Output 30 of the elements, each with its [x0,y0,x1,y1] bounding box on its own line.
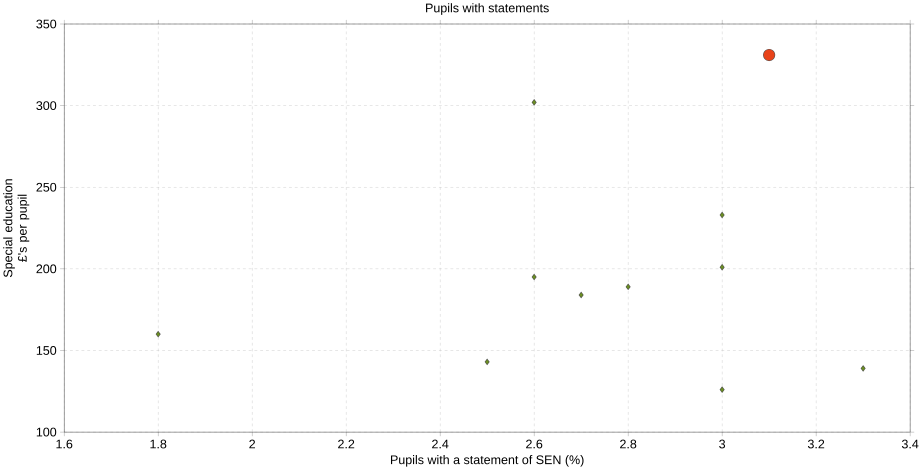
x-tick-label: 3 [719,440,726,448]
x-tick-label: 2.6 [526,440,542,448]
x-axis-title: Pupils with a statement of SEN (%) [390,455,584,467]
point [763,49,776,62]
x-tick-label: 2 [249,440,256,448]
point [532,274,537,280]
point [532,99,537,106]
y-axis-title: Special education £'s per pupil [3,179,30,278]
y-tick-label: 250 [36,182,56,192]
x-tick-label: 2.2 [338,440,354,448]
y-tick-label: 300 [36,101,56,110]
y-tick-label: 100 [36,428,56,437]
y-tick-label: 350 [36,20,56,28]
y-tick-label: 150 [36,346,56,355]
point [156,331,161,338]
x-tick-label: 1.6 [56,440,72,448]
x-tick-label: 1.8 [150,440,166,448]
point [578,292,584,298]
x-tick-label: 3.2 [808,440,824,448]
point [626,284,631,290]
point [720,264,725,270]
point [720,386,725,393]
point [720,212,725,218]
x-tick-label: 2.8 [620,440,636,448]
x-tick-label: 2.4 [432,440,448,448]
point [484,358,490,366]
x-tick-label: 3.4 [902,440,918,448]
point [860,365,866,372]
y-tick-label: 200 [36,264,56,274]
chart-title: Pupils with statements [426,3,549,15]
